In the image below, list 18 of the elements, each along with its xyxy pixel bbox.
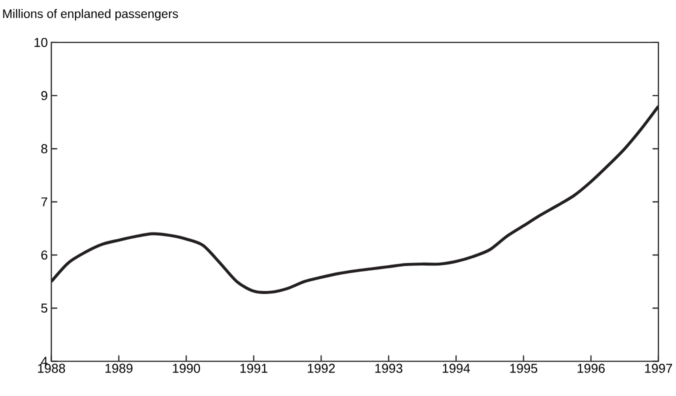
y-tick-label: 10 xyxy=(34,38,48,48)
x-tick-label: 1989 xyxy=(106,364,132,373)
y-tick-label: 8 xyxy=(41,144,48,154)
y-tick-label: 9 xyxy=(41,91,48,100)
x-tick-label: 1995 xyxy=(510,364,538,373)
x-tick-label: 1990 xyxy=(172,364,200,373)
x-tick-label: 1997 xyxy=(645,364,672,373)
x-tick-label: 1988 xyxy=(38,364,66,373)
y-tick-label: 5 xyxy=(41,304,48,313)
x-tick-label: 1994 xyxy=(442,364,470,373)
x-tick-label: 1991 xyxy=(240,364,268,373)
y-tick-label: 6 xyxy=(41,250,48,260)
y-tick-label: 7 xyxy=(41,198,48,206)
x-tick-label: 1996 xyxy=(578,364,605,373)
y-axis-title: Millions of enplaned passengers xyxy=(3,9,178,21)
x-tick-label: 1992 xyxy=(308,364,335,373)
x-tick-label: 1993 xyxy=(375,364,402,373)
y-tick-label: 4 xyxy=(41,356,48,366)
